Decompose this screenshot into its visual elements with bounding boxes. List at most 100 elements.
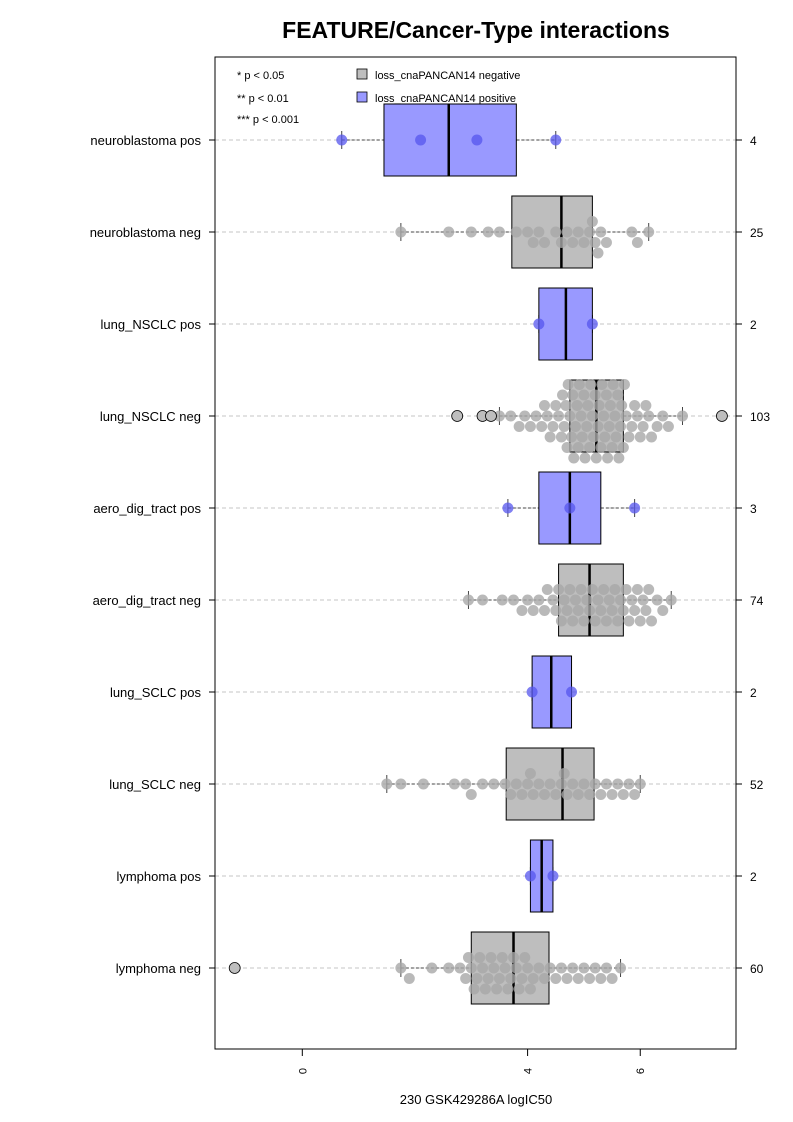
data-point: [576, 431, 588, 443]
data-point: [516, 973, 528, 984]
data-point: [508, 594, 520, 606]
data-point: [582, 400, 594, 411]
data-point: [508, 952, 520, 963]
count-label: 4: [750, 134, 757, 148]
data-point: [665, 594, 677, 606]
data-point: [572, 226, 584, 238]
data-point: [600, 778, 612, 790]
data-point: [550, 226, 562, 238]
points-5: [462, 584, 677, 627]
data-point: [538, 237, 550, 248]
points-4: [502, 502, 641, 514]
data-point: [462, 594, 474, 606]
data-point: [595, 605, 607, 616]
data-point: [593, 400, 605, 411]
data-point: [527, 237, 539, 248]
data-point: [541, 584, 553, 595]
category-label: lung_NSCLC pos: [101, 317, 202, 332]
data-point: [567, 389, 579, 401]
data-point: [612, 778, 624, 790]
data-point: [626, 421, 638, 432]
data-point: [533, 594, 545, 606]
outlier-point: [451, 410, 464, 422]
data-point: [527, 973, 539, 984]
data-point: [640, 605, 652, 616]
points-2: [533, 318, 598, 330]
legend-label-positive: loss_cnaPANCAN14 positive: [375, 93, 516, 105]
data-point: [578, 778, 590, 790]
data-point: [643, 410, 655, 422]
data-point: [510, 226, 522, 238]
data-point: [533, 962, 545, 974]
data-point: [567, 962, 579, 974]
data-point: [558, 768, 570, 779]
sig-legend-item: *** p < 0.001: [237, 114, 299, 126]
data-point: [522, 962, 534, 974]
data-point: [615, 962, 627, 974]
points-3: [451, 379, 728, 464]
data-point: [589, 615, 601, 627]
data-point: [578, 962, 590, 974]
data-point: [584, 226, 596, 238]
data-point: [631, 584, 643, 595]
legend-swatch-negative: [356, 68, 368, 80]
data-point: [544, 778, 556, 790]
data-point: [516, 789, 528, 800]
category-label: lung_SCLC neg: [109, 777, 201, 792]
data-point: [581, 421, 593, 432]
data-point: [558, 421, 570, 432]
category-label: neuroblastoma pos: [90, 133, 201, 148]
data-point: [569, 594, 581, 606]
data-point: [488, 962, 500, 974]
data-point: [493, 410, 505, 422]
data-point: [566, 686, 578, 698]
legend: loss_cnaPANCAN14 negative loss_cnaPANCAN…: [356, 68, 520, 105]
data-point: [505, 410, 517, 422]
data-point: [598, 584, 610, 595]
x-axis: 0 4 6: [297, 1049, 647, 1074]
data-point: [617, 605, 629, 616]
data-point: [567, 778, 579, 790]
data-point: [561, 442, 573, 453]
data-point: [564, 584, 576, 595]
data-point: [634, 431, 646, 443]
data-point: [561, 789, 573, 800]
data-point: [558, 594, 570, 606]
data-point: [623, 431, 635, 443]
data-point: [562, 379, 574, 390]
data-point: [602, 452, 614, 464]
data-point: [590, 452, 602, 464]
count-label: 60: [750, 962, 764, 976]
data-point: [606, 789, 618, 800]
data-point: [555, 431, 567, 443]
data-point: [584, 973, 596, 984]
data-point: [527, 789, 539, 800]
count-label: 25: [750, 226, 764, 240]
data-point: [586, 584, 598, 595]
data-point: [575, 410, 587, 422]
data-point: [609, 410, 621, 422]
data-point: [584, 442, 596, 453]
data-point: [662, 421, 674, 432]
data-point: [566, 431, 578, 443]
data-point: [626, 226, 638, 238]
data-point: [600, 962, 612, 974]
data-point: [502, 502, 514, 514]
data-point: [615, 421, 627, 432]
data-point: [496, 594, 508, 606]
data-point: [600, 237, 612, 248]
data-point: [415, 134, 427, 146]
data-point: [620, 584, 632, 595]
count-label: 2: [750, 870, 757, 884]
data-point: [643, 226, 655, 238]
data-point: [595, 789, 607, 800]
data-point: [581, 594, 593, 606]
count-label: 74: [750, 594, 764, 608]
data-point: [564, 502, 576, 514]
data-point: [477, 594, 489, 606]
data-point: [488, 778, 500, 790]
data-point: [599, 431, 611, 443]
data-point: [561, 973, 573, 984]
data-point: [443, 226, 455, 238]
